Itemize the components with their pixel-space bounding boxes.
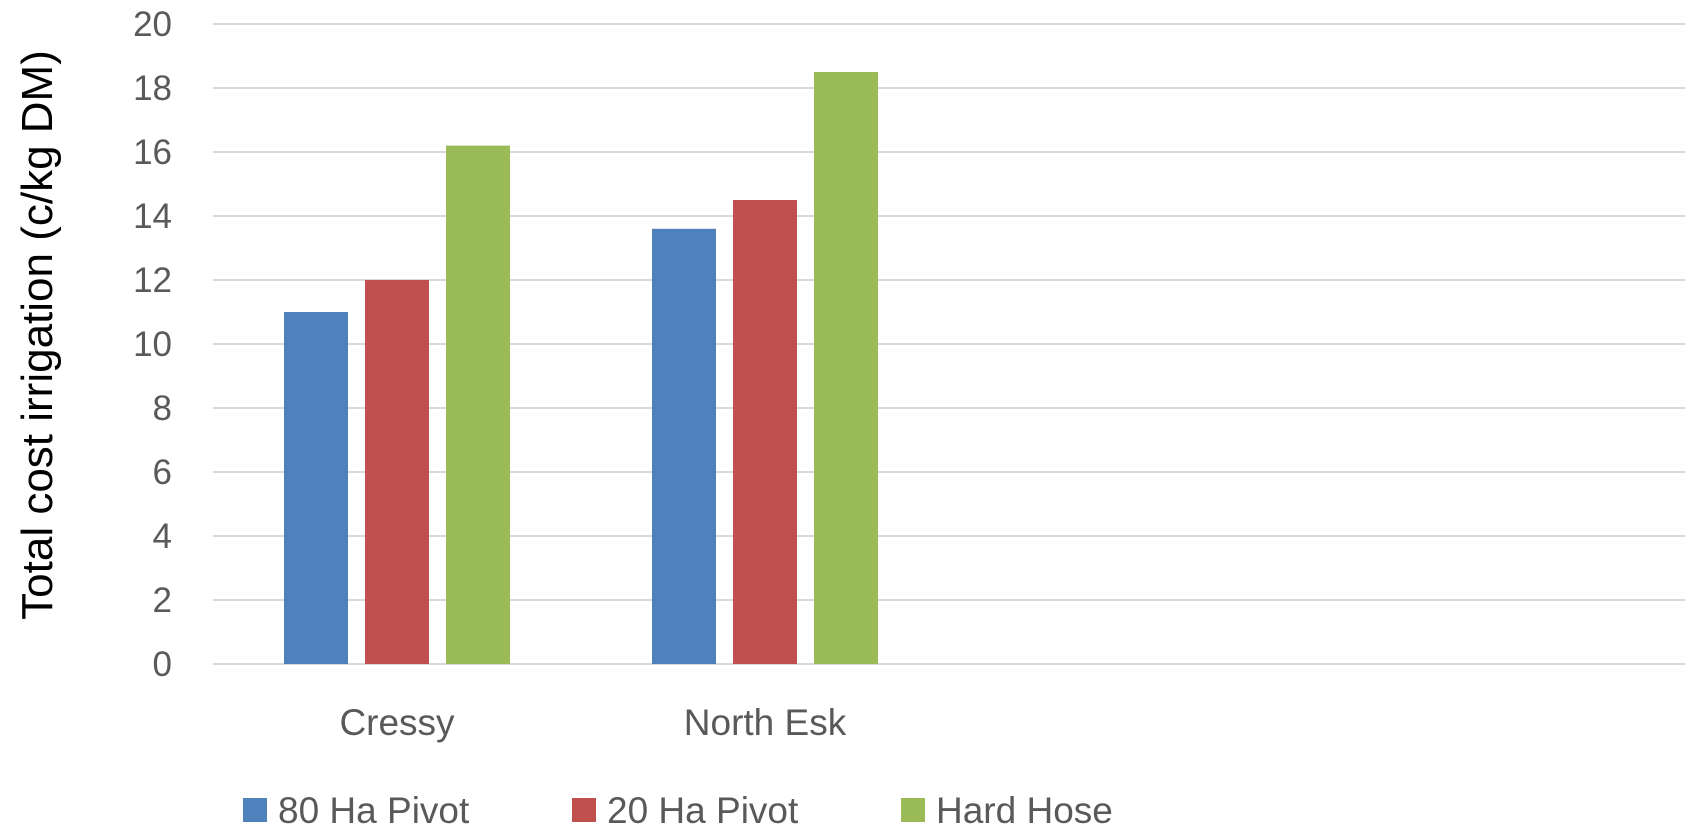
legend-swatch	[572, 798, 596, 822]
y-tick-label: 4	[153, 517, 172, 556]
x-category-label: Cressy	[339, 702, 455, 743]
bar-20-ha-pivot-north-esk	[733, 200, 797, 664]
y-tick-label: 6	[153, 453, 172, 492]
y-tick-label: 10	[133, 325, 172, 364]
legend-swatch	[243, 798, 267, 822]
y-tick-label: 12	[133, 261, 172, 300]
y-tick-label: 16	[133, 133, 172, 172]
y-tick-label: 20	[133, 5, 172, 44]
legend-label: Hard Hose	[936, 790, 1113, 829]
legend: 80 Ha Pivot 20 Ha Pivot Hard Hose	[243, 790, 1113, 829]
y-tick-label: 18	[133, 69, 172, 108]
y-tick-label: 2	[153, 581, 172, 620]
bar-hard-hose-cressy	[446, 145, 510, 665]
legend-label: 20 Ha Pivot	[607, 790, 799, 829]
y-axis-title: Total cost irrigation (c/kg DM)	[13, 50, 62, 620]
y-tick-label: 14	[133, 197, 172, 236]
x-axis-category-labels: Cressy North Esk	[339, 702, 846, 743]
legend-swatch	[901, 798, 925, 822]
bar-hard-hose-north-esk	[814, 72, 878, 664]
gridlines	[213, 23, 1685, 665]
y-tick-label: 8	[153, 389, 172, 428]
x-category-label: North Esk	[684, 702, 847, 743]
y-axis-tick-labels: 0 2 4 6 8 10 12 14 16 18 20	[133, 5, 172, 684]
legend-label: 80 Ha Pivot	[278, 790, 470, 829]
bar-20-ha-pivot-cressy	[365, 280, 429, 664]
y-tick-label: 0	[153, 645, 172, 684]
bar-80-ha-pivot-north-esk	[652, 228, 716, 665]
bars	[284, 72, 878, 665]
bar-80-ha-pivot-cressy	[284, 312, 348, 664]
